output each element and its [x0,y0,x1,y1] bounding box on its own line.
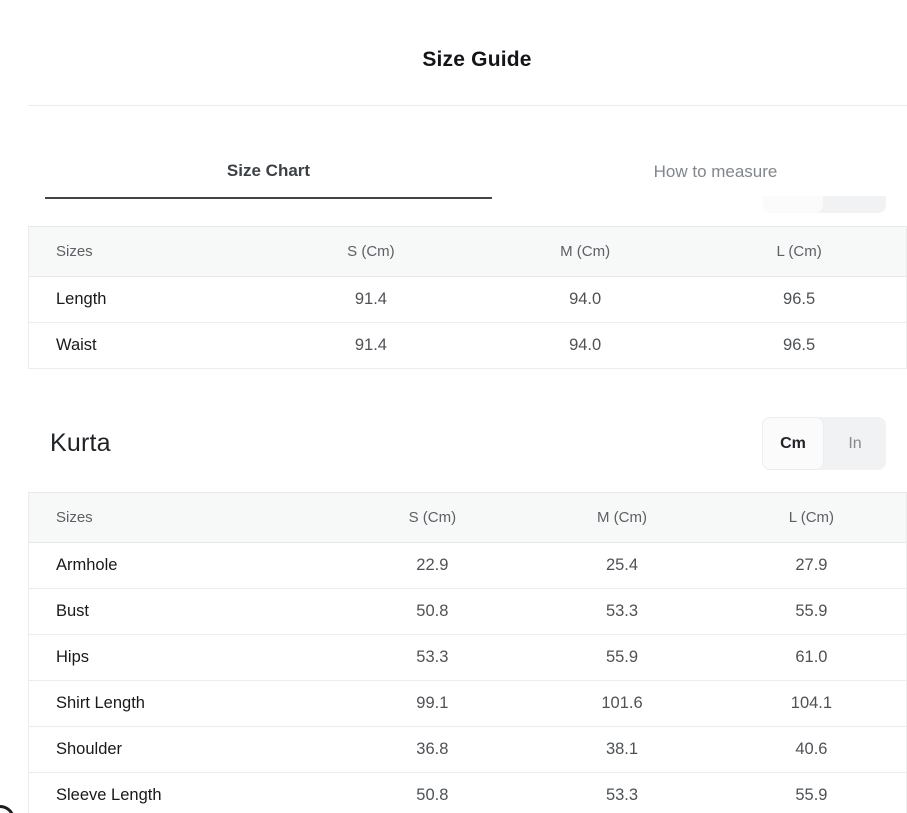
cell-value: 40.6 [716,726,907,773]
row-label: Hips [27,634,338,681]
cell-value: 99.1 [337,680,528,727]
cell-value: 50.8 [337,588,528,635]
cell-value: 96.5 [692,322,907,369]
table-row: Bust 50.8 53.3 55.9 [27,588,907,635]
unit-toggle: Cm In [762,417,886,470]
table-header-row: Sizes S (Cm) M (Cm) L (Cm) [27,226,907,277]
cell-value: 53.3 [527,772,717,813]
tab-bar: Size Chart How to measure [45,145,907,199]
cell-value: 55.9 [716,588,907,635]
cell-value: 91.4 [263,322,479,369]
cell-value: 91.4 [263,276,479,323]
unit-cm-button[interactable]: Cm [762,417,824,470]
tab-how-to-measure[interactable]: How to measure [492,145,907,199]
column-header-m: M (Cm) [527,492,717,543]
unit-in-button[interactable]: In [824,417,886,470]
cell-value: 104.1 [716,680,907,727]
page-title: Size Guide [422,48,532,71]
column-header-l: L (Cm) [692,226,907,277]
column-header-s: S (Cm) [263,226,479,277]
row-label: Sleeve Length [27,772,338,813]
row-label: Armhole [27,542,338,589]
cell-value: 22.9 [337,542,528,589]
cell-value: 96.5 [692,276,907,323]
partial-unit-toggle-cm-segment [763,196,823,213]
cell-value: 38.1 [527,726,717,773]
row-label: Length [27,276,264,323]
cell-value: 53.3 [527,588,717,635]
cell-value: 55.9 [527,634,717,681]
cell-value: 55.9 [716,772,907,813]
tab-size-chart[interactable]: Size Chart [45,145,492,199]
table-row: Shoulder 36.8 38.1 40.6 [27,726,907,773]
row-label: Shirt Length [27,680,338,727]
partial-unit-toggle[interactable] [763,196,886,213]
cell-value: 53.3 [337,634,528,681]
table-row: Length 91.4 94.0 96.5 [27,276,907,323]
table-row: Armhole 22.9 25.4 27.9 [27,542,907,589]
measurement-table-kurta: Sizes S (Cm) M (Cm) L (Cm) Armhole 22.9 … [27,492,907,813]
row-label: Bust [27,588,338,635]
kurta-section-header: Kurta [50,417,886,470]
table-row: Hips 53.3 55.9 61.0 [27,634,907,681]
table-row: Shirt Length 99.1 101.6 104.1 [27,680,907,727]
cell-value: 36.8 [337,726,528,773]
header-divider [28,105,907,106]
column-header-sizes: Sizes [27,492,338,543]
section-title: Kurta [50,429,111,457]
cell-value: 61.0 [716,634,907,681]
cell-value: 101.6 [527,680,717,727]
column-header-m: M (Cm) [478,226,693,277]
column-header-sizes: Sizes [27,226,264,277]
measurement-table-top: Sizes S (Cm) M (Cm) L (Cm) Length 91.4 9… [27,226,907,369]
row-label: Shoulder [27,726,338,773]
cell-value: 27.9 [716,542,907,589]
cell-value: 50.8 [337,772,528,813]
column-header-l: L (Cm) [716,492,907,543]
table-header-row: Sizes S (Cm) M (Cm) L (Cm) [27,492,907,543]
column-header-s: S (Cm) [337,492,528,543]
cell-value: 94.0 [478,322,693,369]
cutoff-floating-button [0,805,15,813]
table-row: Sleeve Length 50.8 53.3 55.9 [27,772,907,813]
table-row: Waist 91.4 94.0 96.5 [27,322,907,369]
cell-value: 25.4 [527,542,717,589]
cell-value: 94.0 [478,276,693,323]
row-label: Waist [27,322,264,369]
